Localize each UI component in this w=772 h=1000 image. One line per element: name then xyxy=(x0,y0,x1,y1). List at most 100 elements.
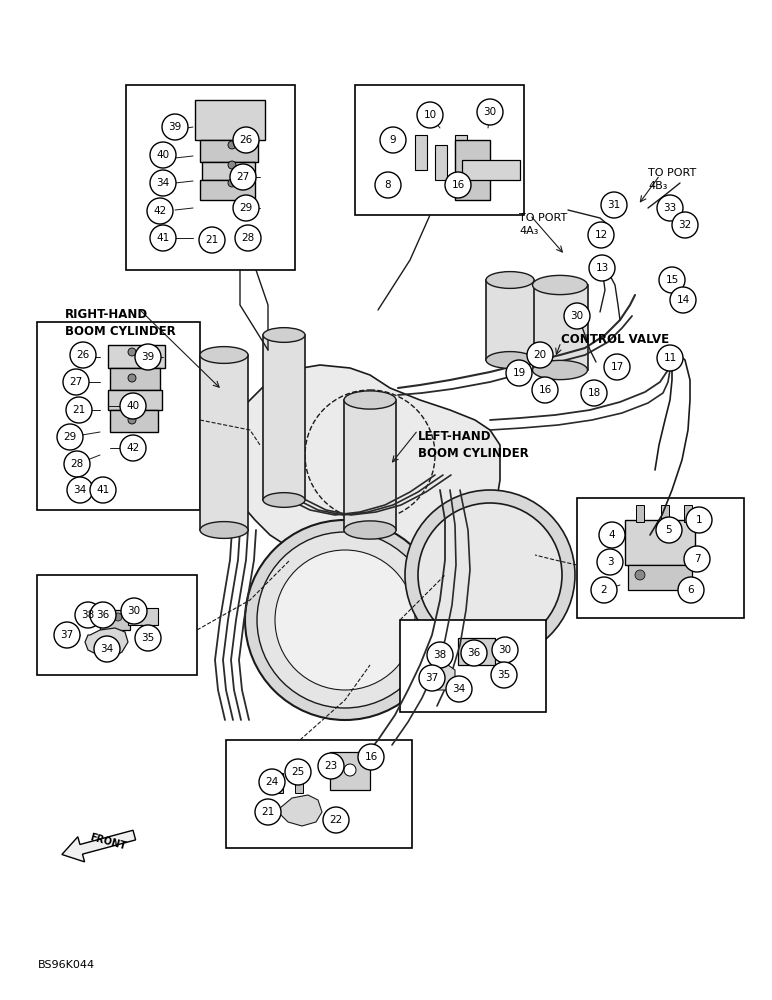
Circle shape xyxy=(245,520,445,720)
Circle shape xyxy=(657,195,683,221)
Text: 19: 19 xyxy=(513,368,526,378)
Text: 28: 28 xyxy=(70,459,83,469)
Circle shape xyxy=(199,227,225,253)
Bar xyxy=(37,322,200,510)
Circle shape xyxy=(465,645,475,655)
Ellipse shape xyxy=(344,391,396,409)
Text: 36: 36 xyxy=(96,610,110,620)
Text: 15: 15 xyxy=(665,275,679,285)
Ellipse shape xyxy=(200,522,248,538)
Ellipse shape xyxy=(344,521,396,539)
Text: RIGHT-HAND
BOOM CYLINDER: RIGHT-HAND BOOM CYLINDER xyxy=(65,308,176,338)
Circle shape xyxy=(255,799,281,825)
Bar xyxy=(295,773,303,793)
Circle shape xyxy=(230,164,256,190)
Text: TO PORT
4B₃: TO PORT 4B₃ xyxy=(648,168,696,191)
Text: 34: 34 xyxy=(73,485,86,495)
Circle shape xyxy=(418,503,562,647)
Text: 41: 41 xyxy=(96,485,110,495)
Text: 9: 9 xyxy=(390,135,396,145)
Circle shape xyxy=(228,141,236,149)
Text: 26: 26 xyxy=(76,350,90,360)
Text: 40: 40 xyxy=(127,401,140,411)
Text: 7: 7 xyxy=(694,554,700,564)
Text: 5: 5 xyxy=(665,525,672,535)
Circle shape xyxy=(405,490,575,660)
Circle shape xyxy=(358,744,384,770)
Circle shape xyxy=(657,345,683,371)
Ellipse shape xyxy=(486,272,534,288)
Bar xyxy=(455,140,490,200)
Circle shape xyxy=(64,451,90,477)
Circle shape xyxy=(90,602,116,628)
Bar xyxy=(435,145,447,180)
Bar xyxy=(275,773,283,793)
Circle shape xyxy=(635,570,645,580)
Text: CONTROL VALVE: CONTROL VALVE xyxy=(561,333,669,346)
Polygon shape xyxy=(85,628,128,658)
Text: 42: 42 xyxy=(154,206,167,216)
Text: 12: 12 xyxy=(594,230,608,240)
Bar xyxy=(455,135,467,170)
Text: 4: 4 xyxy=(608,530,615,540)
Text: 39: 39 xyxy=(168,122,181,132)
Circle shape xyxy=(128,348,136,356)
Circle shape xyxy=(375,172,401,198)
Circle shape xyxy=(564,303,590,329)
Circle shape xyxy=(257,532,433,708)
Circle shape xyxy=(67,477,93,503)
Bar xyxy=(577,498,744,618)
Text: 38: 38 xyxy=(433,650,447,660)
Bar xyxy=(533,285,587,370)
Text: 33: 33 xyxy=(663,203,676,213)
Circle shape xyxy=(588,222,614,248)
Circle shape xyxy=(147,198,173,224)
Circle shape xyxy=(128,374,136,382)
Text: 2: 2 xyxy=(601,585,608,595)
Circle shape xyxy=(233,127,259,153)
Circle shape xyxy=(135,625,161,651)
Circle shape xyxy=(150,170,176,196)
Bar xyxy=(110,410,158,432)
Circle shape xyxy=(323,807,349,833)
Text: 29: 29 xyxy=(239,203,252,213)
Circle shape xyxy=(427,642,453,668)
Circle shape xyxy=(150,142,176,168)
Text: 18: 18 xyxy=(587,388,601,398)
Text: 34: 34 xyxy=(452,684,466,694)
Text: 20: 20 xyxy=(533,350,547,360)
Bar xyxy=(458,638,495,665)
Polygon shape xyxy=(280,795,322,826)
Text: 37: 37 xyxy=(425,673,438,683)
Text: 3: 3 xyxy=(607,557,613,567)
Circle shape xyxy=(461,640,487,666)
Bar xyxy=(200,180,255,200)
Circle shape xyxy=(591,577,617,603)
Circle shape xyxy=(259,769,285,795)
Circle shape xyxy=(589,255,615,281)
Circle shape xyxy=(380,127,406,153)
Bar xyxy=(110,368,160,390)
Text: FRONT: FRONT xyxy=(89,833,127,852)
Circle shape xyxy=(446,676,472,702)
Text: 10: 10 xyxy=(423,110,436,120)
Circle shape xyxy=(419,665,445,691)
Circle shape xyxy=(103,613,111,621)
Bar xyxy=(226,740,412,848)
Circle shape xyxy=(128,416,136,424)
Text: 37: 37 xyxy=(60,630,73,640)
Circle shape xyxy=(344,764,356,776)
Circle shape xyxy=(66,397,92,423)
Bar xyxy=(108,390,162,410)
Circle shape xyxy=(672,212,698,238)
Circle shape xyxy=(678,577,704,603)
Ellipse shape xyxy=(533,275,587,295)
Circle shape xyxy=(233,195,259,221)
Text: 35: 35 xyxy=(497,670,510,680)
Text: 13: 13 xyxy=(595,263,608,273)
Circle shape xyxy=(670,287,696,313)
Circle shape xyxy=(659,267,685,293)
Text: 27: 27 xyxy=(69,377,83,387)
Polygon shape xyxy=(62,830,136,862)
Circle shape xyxy=(477,99,503,125)
